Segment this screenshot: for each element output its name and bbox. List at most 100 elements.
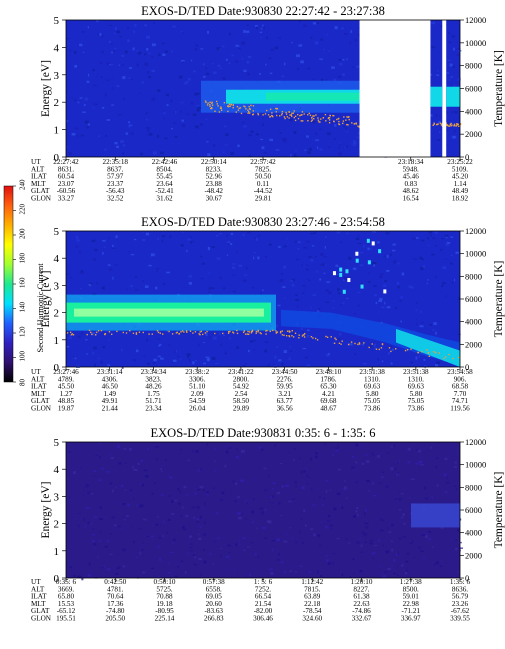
y-tick-label: 3 [54,280,60,292]
ephemeris-value: 4306. [102,375,118,383]
ephemeris-value: 4.21 [322,390,335,398]
ephemeris-value: 29.81 [255,195,272,203]
ephemeris-value: 73.86 [364,405,381,413]
ephemeris-value: 4781. [107,585,123,593]
ephemeris-value: 225.14 [155,615,175,623]
y2-tick-label: 12000 [465,226,486,236]
data-gap [359,20,431,157]
y-tick-label: 2 [54,308,60,320]
ephemeris-row-label: GLAT [31,187,50,195]
ephemeris-value: 906. [454,375,467,383]
ephemeris-value: 324.60 [302,615,322,623]
ephemeris-value: 23:44:50 [272,368,298,376]
ephemeris-value: 65.80 [58,593,75,601]
ephemeris-value: 5.80 [410,390,423,398]
ephemeris-value: 60.54 [58,173,75,181]
ephemeris-value: 22:27:42 [53,158,79,166]
ephemeris-value: 74.71 [452,397,469,405]
y-tick-label: 1 [54,335,60,347]
ephemeris-value: 51.71 [145,397,162,405]
bright-pixel [378,249,382,254]
colorbar-tick-label: 240 [19,179,27,190]
ephemeris-row-label: MLT [31,180,46,188]
colorbar: 240 220 200 180 160 140 120 100 80 Second Harmoni… [3,179,45,387]
ephemeris-value: 23:34:34 [141,368,167,376]
energy-band-descending-core [396,328,460,367]
bright-pixel [366,238,370,243]
ephemeris-value: 46.50 [102,383,119,391]
ephemeris-value: 48.26 [145,383,162,391]
ephemeris-value: 23.26 [452,600,469,608]
bright-pixel [355,251,359,256]
y2-tick-label: 10000 [465,249,486,259]
data-gap [442,20,447,157]
bright-pixel [342,289,346,294]
colorbar-tick-label: 140 [19,302,27,313]
y2-tick-label: 12000 [465,437,486,447]
ephemeris-value: 266.83 [204,615,224,623]
ephemeris-value: 22:50:14 [201,158,227,166]
bright-pixel [339,272,343,277]
ephemeris-value: 2.54 [235,390,248,398]
ephemeris-value: -67.62 [451,607,470,615]
ephemeris-value: -52.41 [155,187,174,195]
ephemeris-value: 48.67 [320,405,337,413]
colorbar-tick-label: 160 [19,277,27,288]
ephemeris-value: 61.38 [353,593,370,601]
ephemeris-value: 23.07 [58,180,75,188]
spectrogram-panel: EXOS-D/TED Date:930830 23:27:46 - 23:54:… [31,215,505,413]
y-tick-label: 1 [54,546,60,558]
ephemeris-row-label: ALT [31,165,45,173]
ephemeris-row-label: GLAT [31,607,50,615]
y-tick-label: 4 [54,42,60,54]
ephemeris-value: 69.05 [206,593,223,601]
ephemeris-value: 0.83 [404,180,417,188]
ephemeris-value: 7825. [255,165,271,173]
y2-tick-label: 6000 [465,505,482,515]
y2-tick-label: 0 [465,152,469,162]
ephemeris-value: 19.18 [156,600,173,608]
bright-pixel [339,267,343,272]
y2-tick-label: 4000 [465,106,482,116]
ephemeris-table: UTALTILATMLTGLATGLON23:27:464789.45.501.… [31,368,473,413]
ephemeris-value: 56.79 [452,593,469,601]
ephemeris-value: 306.46 [253,615,273,623]
y2-tick-label: 0 [465,573,469,583]
ephemeris-value: 7252. [255,585,271,593]
y2-tick-label: 2000 [465,550,482,560]
y-axis-label: Energy [eV] [40,60,52,117]
ephemeris-value: 52.96 [206,173,223,181]
ephemeris-value: 21.54 [255,600,272,608]
y2-axis-label: Temperature [K] [493,50,505,127]
ephemeris-value: 75.05 [364,397,381,405]
ephemeris-table: UTALTILATMLTGLATGLON22:27:428631.60.5423… [31,158,473,203]
ephemeris-value: 70.64 [107,593,124,601]
ephemeris-value: 23:27:46 [53,368,79,376]
ephemeris-value: 8500. [403,585,419,593]
ephemeris-value: 45.46 [403,173,420,181]
ephemeris-value: 8637. [107,165,123,173]
ephemeris-value: 23.88 [206,180,223,188]
ephemeris-value: 205.50 [105,615,125,623]
ephemeris-value: -65.12 [57,607,76,615]
ephemeris-value: 49.91 [102,397,119,405]
ephemeris-value: 54.92 [233,383,250,391]
ephemeris-value: 50.50 [255,173,272,181]
ephemeris-value: 15.53 [58,600,75,608]
ephemeris-value: 17.36 [107,600,124,608]
ephemeris-value: 8631. [58,165,74,173]
ephemeris-value: 22:57:42 [250,158,276,166]
ephemeris-value: 66.54 [255,593,272,601]
y2-tick-label: 2000 [465,339,482,349]
ephemeris-value: 45.50 [58,383,75,391]
colorbar-tick-label: 80 [19,379,27,387]
ephemeris-value: -83.63 [204,607,223,615]
ephemeris-value: 332.67 [352,615,372,623]
ephemeris-value: 23:31:14 [97,368,123,376]
ephemeris-value: 119.56 [450,405,470,413]
ephemeris-value: 5109. [452,165,468,173]
y-tick-label: 3 [54,491,60,503]
ephemeris-value: 22.98 [403,600,420,608]
ephemeris-value: 23:41:22 [228,368,254,376]
